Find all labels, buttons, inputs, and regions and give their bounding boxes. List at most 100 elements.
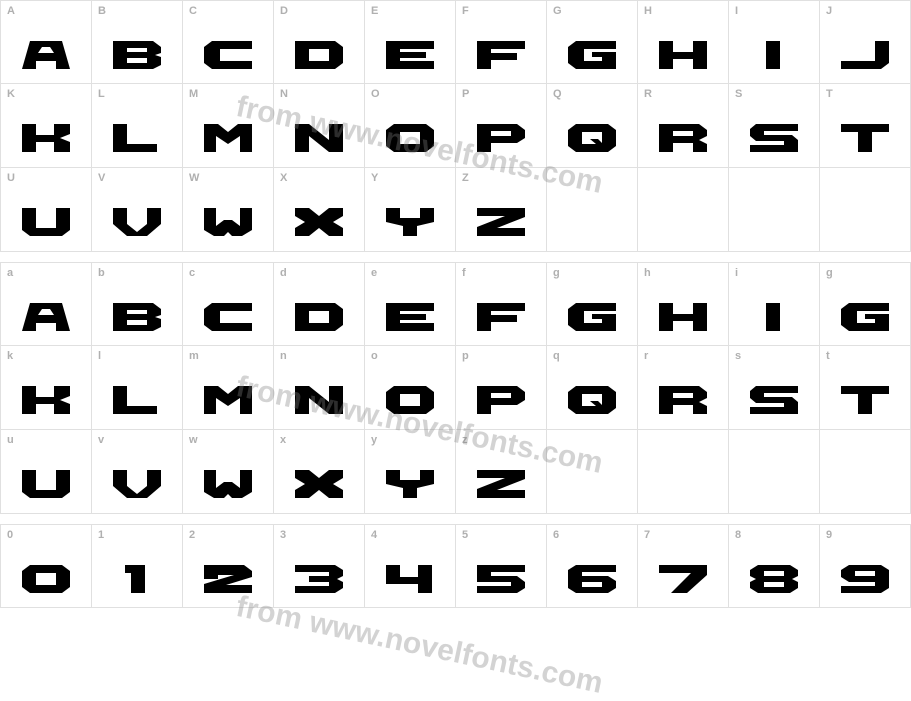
cell-label: m <box>189 350 199 362</box>
charmap-cell: N <box>274 84 365 168</box>
charmap-cell: t <box>820 346 911 430</box>
charmap-cell: i <box>729 262 820 346</box>
cell-label: t <box>826 350 830 362</box>
cell-glyph <box>744 557 804 601</box>
cell-label: 0 <box>7 529 13 541</box>
cell-label: Y <box>371 172 378 184</box>
charmap-cell: Q <box>547 84 638 168</box>
cell-glyph <box>380 557 440 601</box>
cell-glyph <box>471 557 531 601</box>
cell-glyph <box>744 378 804 422</box>
cell-label: E <box>371 5 378 17</box>
cell-label: u <box>7 434 14 446</box>
charmap-cell: W <box>183 168 274 252</box>
cell-label: e <box>371 267 377 279</box>
cell-label: 6 <box>553 529 559 541</box>
cell-label: 1 <box>98 529 104 541</box>
charmap-cell <box>820 168 911 252</box>
charmap-cell: K <box>1 84 92 168</box>
cell-label: C <box>189 5 197 17</box>
cell-glyph <box>744 116 804 160</box>
cell-glyph <box>198 33 258 77</box>
cell-label: R <box>644 88 652 100</box>
cell-label: F <box>462 5 469 17</box>
cell-label: M <box>189 88 198 100</box>
section-lowercase: abcdefghigklmnopqrstuvwxyz <box>0 262 911 514</box>
cell-glyph <box>198 200 258 244</box>
charmap-cell <box>729 168 820 252</box>
charmap-cell: 1 <box>92 524 183 608</box>
cell-glyph <box>653 557 713 601</box>
charmap-cell: y <box>365 430 456 514</box>
cell-glyph <box>653 33 713 77</box>
cell-glyph <box>471 378 531 422</box>
cell-label: o <box>371 350 378 362</box>
cell-label: V <box>98 172 105 184</box>
charmap-cell: A <box>1 0 92 84</box>
cell-label: q <box>553 350 560 362</box>
charmap-cell: B <box>92 0 183 84</box>
cell-glyph <box>835 116 895 160</box>
cell-label: k <box>7 350 13 362</box>
cell-glyph <box>835 378 895 422</box>
charmap-cell: q <box>547 346 638 430</box>
charmap-cell: H <box>638 0 729 84</box>
cell-label: Z <box>462 172 469 184</box>
charmap-cell: 7 <box>638 524 729 608</box>
charmap-cell: P <box>456 84 547 168</box>
font-charmap: ABCDEFGHIJKLMNOPQRSTUVWXYZabcdefghigklmn… <box>0 0 911 608</box>
cell-glyph <box>471 33 531 77</box>
cell-label: O <box>371 88 380 100</box>
cell-glyph <box>744 33 804 77</box>
sections-host: ABCDEFGHIJKLMNOPQRSTUVWXYZabcdefghigklmn… <box>0 0 911 608</box>
charmap-cell: T <box>820 84 911 168</box>
cell-glyph <box>835 33 895 77</box>
charmap-cell <box>638 430 729 514</box>
charmap-cell: 8 <box>729 524 820 608</box>
cell-glyph <box>198 557 258 601</box>
charmap-cell: n <box>274 346 365 430</box>
charmap-cell: h <box>638 262 729 346</box>
charmap-cell: S <box>729 84 820 168</box>
cell-glyph <box>744 295 804 339</box>
cell-label: 3 <box>280 529 286 541</box>
charmap-cell: L <box>92 84 183 168</box>
charmap-cell <box>820 430 911 514</box>
cell-glyph <box>471 295 531 339</box>
cell-glyph <box>835 557 895 601</box>
cell-glyph <box>562 557 622 601</box>
cell-label: W <box>189 172 199 184</box>
cell-label: 9 <box>826 529 832 541</box>
charmap-cell: o <box>365 346 456 430</box>
cell-label: s <box>735 350 741 362</box>
charmap-cell: c <box>183 262 274 346</box>
cell-glyph <box>198 378 258 422</box>
cell-label: J <box>826 5 832 17</box>
cell-glyph <box>471 462 531 506</box>
cell-label: N <box>280 88 288 100</box>
charmap-cell: G <box>547 0 638 84</box>
cell-label: 8 <box>735 529 741 541</box>
cell-glyph <box>16 462 76 506</box>
charmap-cell: D <box>274 0 365 84</box>
section-digits: 0123456789 <box>0 524 911 608</box>
cell-glyph <box>289 462 349 506</box>
cell-label: G <box>553 5 562 17</box>
cell-glyph <box>562 295 622 339</box>
charmap-cell: F <box>456 0 547 84</box>
charmap-cell: f <box>456 262 547 346</box>
cell-label: v <box>98 434 104 446</box>
cell-glyph <box>16 295 76 339</box>
cell-glyph <box>107 557 167 601</box>
charmap-cell: v <box>92 430 183 514</box>
cell-glyph <box>835 295 895 339</box>
cell-glyph <box>471 116 531 160</box>
cell-label: P <box>462 88 469 100</box>
charmap-cell: s <box>729 346 820 430</box>
cell-label: r <box>644 350 648 362</box>
cell-label: x <box>280 434 286 446</box>
charmap-cell: Z <box>456 168 547 252</box>
cell-label: X <box>280 172 287 184</box>
cell-label: d <box>280 267 287 279</box>
charmap-cell: U <box>1 168 92 252</box>
